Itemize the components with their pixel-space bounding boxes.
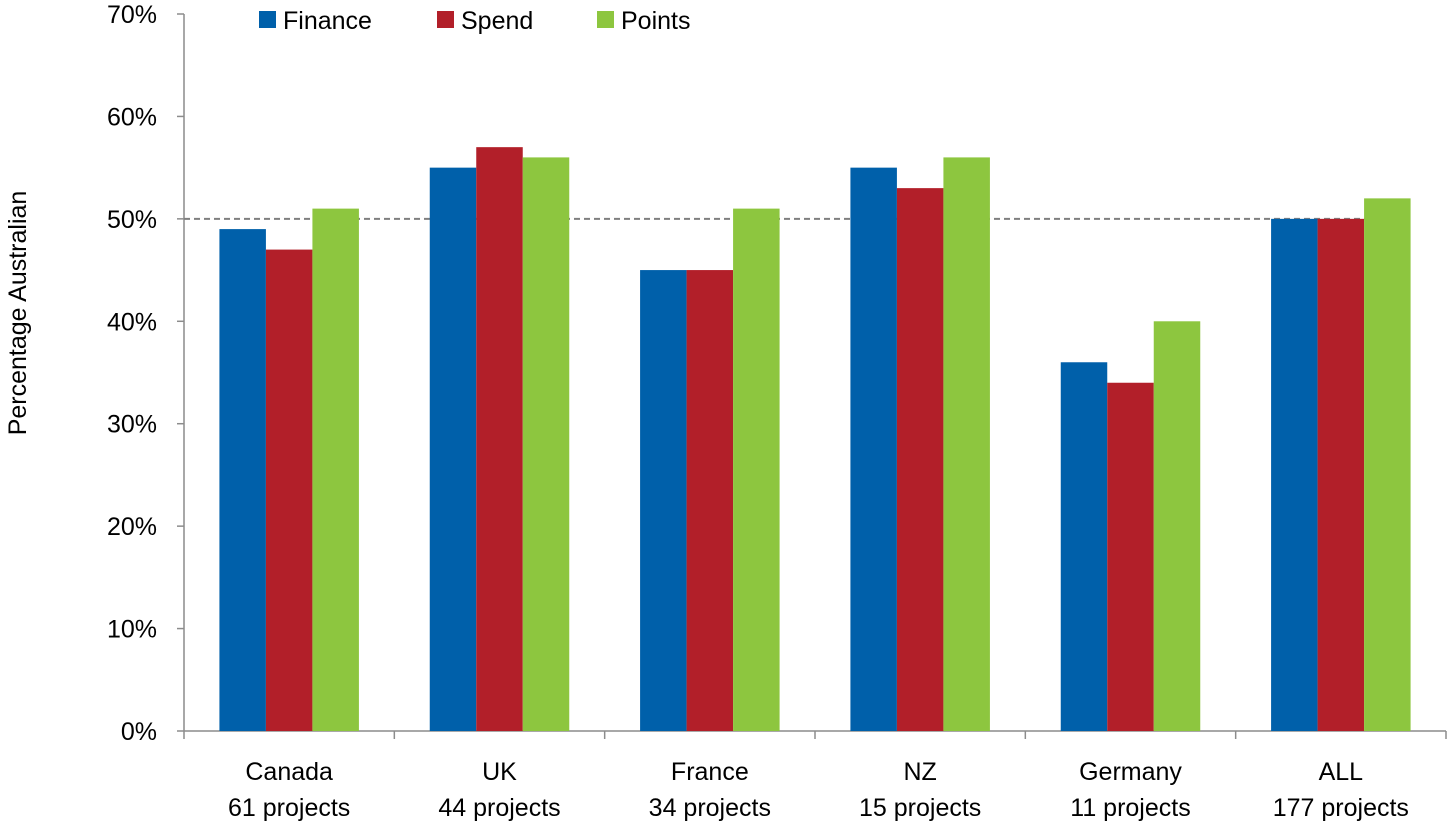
y-tick-label: 40% xyxy=(107,308,157,336)
bar-points xyxy=(1364,198,1411,731)
axis-layer: 0% 10% 20% 30% 40% 50% 60% 70% xyxy=(107,1,1447,746)
category-sublabel: 34 projects xyxy=(649,794,771,822)
category-sublabel: 61 projects xyxy=(228,794,350,822)
bar-finance xyxy=(219,229,266,731)
bar-finance xyxy=(850,167,897,732)
bar-points xyxy=(312,208,359,732)
bar-spend xyxy=(265,249,313,732)
category-label: NZ xyxy=(904,758,937,786)
category-label: UK xyxy=(482,758,517,786)
category-label: Canada xyxy=(245,758,333,786)
bar-points xyxy=(522,157,570,731)
legend-label-points: Points xyxy=(621,7,690,35)
category-label: France xyxy=(671,758,749,786)
bar-spend xyxy=(476,147,523,731)
y-tick-label: 10% xyxy=(107,616,157,644)
category-label: Germany xyxy=(1079,758,1182,786)
y-tick-label: 0% xyxy=(121,718,157,746)
category-sublabel: 177 projects xyxy=(1273,794,1409,822)
legend-swatch-points xyxy=(597,11,614,28)
bar-points xyxy=(943,157,990,731)
legend-swatch-spend xyxy=(437,11,454,28)
category-sublabel: 44 projects xyxy=(438,794,560,822)
bar-finance xyxy=(1271,218,1318,731)
bar-spend xyxy=(1317,218,1365,731)
y-tick-label: 30% xyxy=(107,411,157,439)
bar-points xyxy=(733,208,780,732)
y-tick-label: 20% xyxy=(107,513,157,541)
y-tick-label: 70% xyxy=(107,1,157,29)
category-sublabel: 15 projects xyxy=(859,794,981,822)
bar-spend xyxy=(1107,382,1154,731)
legend-label-finance: Finance xyxy=(283,7,372,35)
category-sublabel: 11 projects xyxy=(1070,794,1190,822)
bar-finance xyxy=(429,167,477,732)
bar-spend xyxy=(686,270,734,731)
legend: Finance Spend Points xyxy=(259,7,690,35)
y-tick-label: 60% xyxy=(107,103,157,131)
bar-finance xyxy=(640,270,687,731)
bar-finance xyxy=(1060,362,1108,731)
category-labels-layer: Canada 61 projects UK 44 projects France 34 p… xyxy=(228,758,1409,822)
legend-label-spend: Spend xyxy=(461,7,533,35)
legend-swatch-finance xyxy=(259,11,276,28)
bars-layer xyxy=(219,147,1411,732)
bar-spend xyxy=(896,188,944,732)
y-tick-label: 50% xyxy=(107,206,157,234)
category-label: ALL xyxy=(1319,758,1364,786)
y-axis-title: Percentage Australian xyxy=(4,191,32,436)
bar-points xyxy=(1153,321,1201,731)
